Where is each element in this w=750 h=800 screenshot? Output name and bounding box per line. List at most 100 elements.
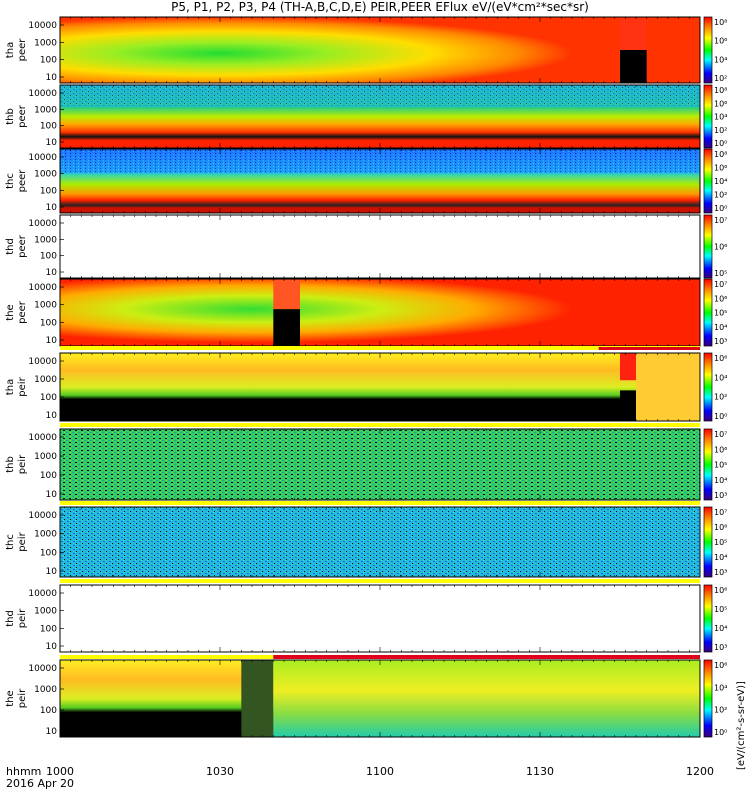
y-tick-label: 100 <box>40 393 57 403</box>
panel-thc-peir: 10000 1000 100 10 thc peir 10⁷ 10⁶ 10⁵ 10⁴ 10³ <box>5 501 727 578</box>
spectrogram-image <box>60 17 700 83</box>
panel-label-species: peer <box>17 234 28 258</box>
y-tick-label: 10 <box>46 203 58 213</box>
panel-thb-peer: 10000 1000 100 10 thb peer 10⁸ 10⁶ 10⁴ 10² 10⁰ <box>5 84 727 149</box>
panel-the-peer: 10000 1000 100 10 the peer 10⁷ 10⁶ 10⁵ 10⁴ 10³ <box>5 278 727 347</box>
y-tick-label: 10 <box>46 642 58 652</box>
panel-label-species: peir <box>17 608 28 628</box>
y-tick-label: 10 <box>46 411 58 421</box>
colorbar-tick-label: 10⁷ <box>714 280 727 289</box>
colorbar-tick-label: 10⁶ <box>714 164 727 173</box>
panel-label-species: peer <box>17 169 28 193</box>
panel-tha-peer: 10000 1000 100 10 tha peer 10⁸ 10⁶ 10⁴ 10² <box>5 16 727 84</box>
y-tick-label: 100 <box>40 548 57 558</box>
y-tick-label: 10000 <box>28 511 57 521</box>
spectrogram-image <box>60 429 700 500</box>
y-tick-label: 100 <box>40 186 57 196</box>
colorbar-tick-label: 10⁶ <box>714 37 727 46</box>
y-tick-label: 1000 <box>34 235 57 245</box>
panel-label-probe: the <box>5 690 16 706</box>
y-tick-label: 1000 <box>34 105 57 115</box>
y-tick-label: 10 <box>46 336 58 346</box>
colorbar-tick-label: 10⁵ <box>714 538 727 547</box>
x-tick-label: 1000 <box>46 765 74 778</box>
panel-thd-peer: 10000 1000 100 10 thd peer 10⁷ 10⁶ 10⁵ <box>5 214 727 279</box>
colorbar <box>703 214 713 279</box>
y-tick-label: 1000 <box>34 452 57 462</box>
y-tick-label: 10000 <box>28 219 57 229</box>
panel-label-probe: tha <box>5 379 16 395</box>
colorbar-unit-label: [eV/(cm²-s-sr-eV)] <box>736 681 747 770</box>
y-tick-label: 1000 <box>34 607 57 617</box>
y-tick-label: 10 <box>46 268 58 278</box>
colorbar-tick-label: 10⁷ <box>714 508 727 517</box>
colorbar-tick-label: 10² <box>714 393 727 402</box>
colorbar-tick-label: 10² <box>714 126 727 135</box>
panel-frame <box>59 584 701 653</box>
colorbar-tick-label: 10² <box>714 191 727 200</box>
colorbar-tick-label: 10⁶ <box>714 586 727 595</box>
colorbar-tick-label: 10⁴ <box>714 683 727 692</box>
panel-label-probe: thc <box>5 534 16 550</box>
colorbar <box>703 506 713 578</box>
y-tick-label: 100 <box>40 122 57 132</box>
colorbar-tick-label: 10⁴ <box>714 177 727 186</box>
y-tick-label: 100 <box>40 318 57 328</box>
x-tick-label: 1030 <box>206 765 234 778</box>
panel-label-probe: thd <box>5 238 16 255</box>
y-tick-label: 10000 <box>28 433 57 443</box>
colorbar-tick-label: 10⁸ <box>714 150 727 159</box>
y-tick-label: 100 <box>40 252 57 262</box>
y-tick-label: 10000 <box>28 89 57 99</box>
colorbar-tick-label: 10⁴ <box>714 373 727 382</box>
colorbar-tick-label: 10² <box>714 74 727 83</box>
colorbar-tick-label: 10⁵ <box>714 269 727 278</box>
colorbar <box>703 659 713 738</box>
y-tick-label: 1000 <box>34 530 57 540</box>
mode-bar <box>60 501 700 505</box>
y-tick-label: 10000 <box>28 664 57 674</box>
spectrogram-image <box>60 507 700 577</box>
mode-bar <box>60 579 700 583</box>
panel-label-probe: thb <box>5 456 16 473</box>
colorbar-tick-label: 10⁴ <box>714 323 727 332</box>
spectrogram-image <box>60 353 700 421</box>
panel-the-peir: 10000 1000 100 10 the peir 10⁶ 10⁴ 10² 10⁰ <box>5 655 727 738</box>
x-tick-label: 1130 <box>526 765 554 778</box>
panel-label-probe: thd <box>5 610 16 627</box>
x-tick-label: 1100 <box>366 765 394 778</box>
panel-label-species: peer <box>17 38 28 62</box>
colorbar-tick-label: 10⁵ <box>714 309 727 318</box>
colorbar-tick-label: 10⁶ <box>714 661 727 670</box>
colorbar-tick-label: 10⁴ <box>714 476 727 485</box>
panel-label-species: peir <box>17 376 28 396</box>
y-tick-label: 10000 <box>28 153 57 163</box>
panel-label-species: peer <box>17 300 28 324</box>
colorbar-tick-label: 10⁷ <box>714 430 727 439</box>
colorbar <box>703 584 713 653</box>
spectrogram-image <box>60 279 700 346</box>
y-tick-label: 10 <box>46 490 58 500</box>
y-tick-label: 1000 <box>34 375 57 385</box>
x-axis-label-line2: 2016 Apr 20 <box>6 777 75 790</box>
panel-frame <box>59 214 701 279</box>
y-tick-label: 10 <box>46 727 58 737</box>
colorbar-tick-label: 10² <box>714 706 727 715</box>
colorbar-tick-label: 10⁴ <box>714 113 727 122</box>
mode-bar <box>60 423 700 427</box>
colorbar-tick-label: 10⁰ <box>714 412 727 421</box>
panel-label-species: peer <box>17 104 28 128</box>
y-tick-label: 10 <box>46 138 58 148</box>
mode-bar <box>60 346 700 350</box>
x-axis: 1000 1030 1100 1130 1200 <box>46 765 714 778</box>
panel-label-species: peir <box>17 454 28 474</box>
panel-label-species: peir <box>17 531 28 551</box>
colorbar-tick-label: 10⁵ <box>714 605 727 614</box>
y-tick-label: 10000 <box>28 357 57 367</box>
colorbar-tick-label: 10⁴ <box>714 55 727 64</box>
colorbar-tick-label: 10⁶ <box>714 243 727 252</box>
colorbar-tick-label: 10⁶ <box>714 354 727 363</box>
panel-label-probe: tha <box>5 42 16 58</box>
colorbar-tick-label: 10⁶ <box>714 445 727 454</box>
